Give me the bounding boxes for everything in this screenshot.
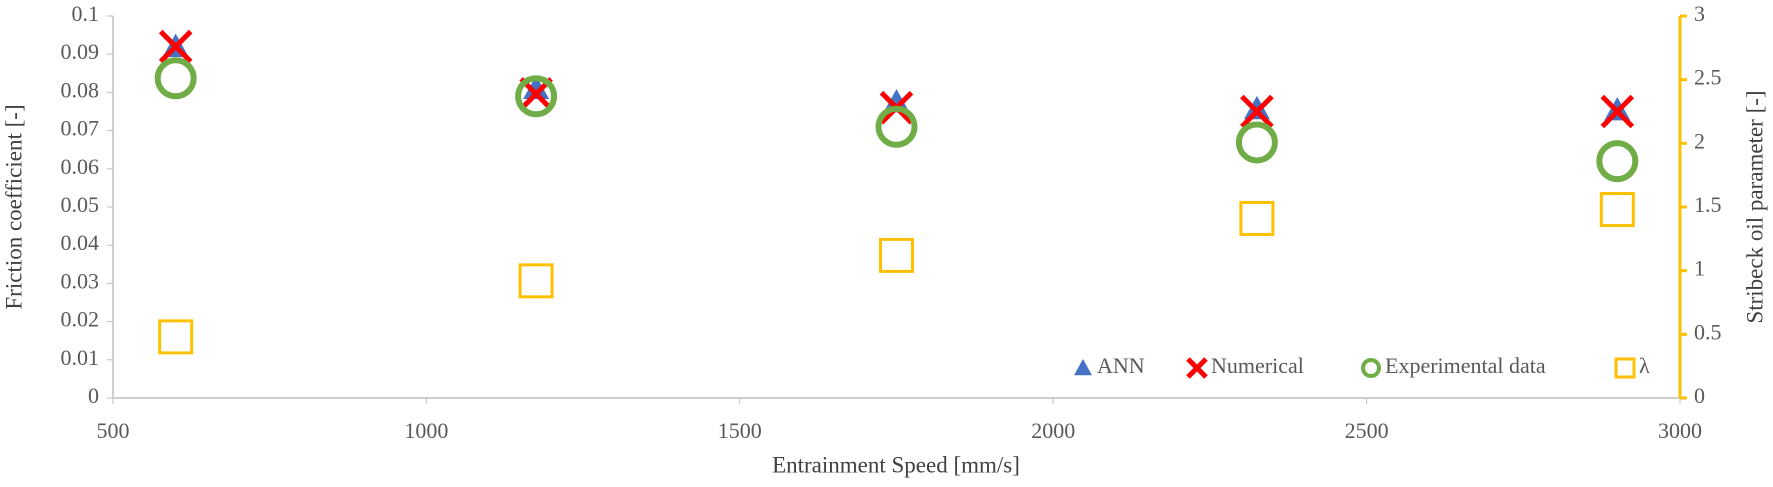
circle-marker	[515, 75, 558, 118]
triangle-marker	[1074, 359, 1092, 376]
y-tick-label: 0.07	[61, 116, 100, 141]
x-axis-title: Entrainment Speed [mm/s]	[772, 452, 1020, 477]
x-marker	[1600, 94, 1635, 129]
x-tick-label: 2500	[1345, 418, 1389, 443]
circle-marker	[1235, 121, 1278, 164]
y-tick-label: 0	[88, 383, 99, 408]
x-tick-label: 2000	[1031, 418, 1075, 443]
y2-tick-label: 1.5	[1694, 192, 1722, 217]
y-tick-label: 0.08	[61, 77, 100, 102]
y2-tick-label: 2.5	[1694, 65, 1722, 90]
circle-marker	[875, 105, 918, 148]
y2-tick-label: 2	[1694, 128, 1705, 153]
circle-marker	[1361, 358, 1381, 378]
y-tick-label: 0.05	[61, 192, 100, 217]
x-marker	[1240, 94, 1274, 129]
legend-label: Numerical	[1211, 353, 1304, 378]
legend-label: ANN	[1097, 353, 1145, 378]
y2-axis-title: Stribeck oil parameter [-]	[1742, 90, 1767, 323]
y-tick-label: 0.06	[61, 154, 100, 179]
x-tick-label: 1000	[404, 418, 448, 443]
y-tick-label: 0.03	[61, 268, 100, 293]
y-tick-label: 0.01	[61, 345, 100, 370]
legend-label: λ	[1639, 353, 1650, 378]
y-tick-label: 0.1	[72, 1, 100, 26]
legend-label: Experimental data	[1385, 353, 1546, 378]
square-marker	[1614, 357, 1636, 379]
circle-marker	[1596, 140, 1639, 183]
triangle-marker	[883, 88, 910, 113]
x-tick-label: 500	[97, 418, 130, 443]
y-axis-title: Friction coefficient [-]	[1, 104, 26, 309]
circle-marker	[154, 57, 197, 100]
y2-tick-label: 3	[1694, 1, 1705, 26]
square-marker	[1599, 192, 1635, 228]
triangle-marker	[1243, 95, 1270, 120]
y-tick-label: 0.04	[61, 230, 100, 255]
triangle-marker	[523, 75, 550, 99]
x-marker	[158, 29, 193, 64]
square-marker	[1239, 200, 1275, 236]
square-marker	[158, 319, 194, 355]
x-tick-label: 1500	[718, 418, 762, 443]
y2-tick-label: 0	[1694, 383, 1705, 408]
square-marker	[879, 237, 914, 273]
x-marker	[1186, 357, 1208, 379]
square-marker	[518, 263, 554, 299]
y-tick-label: 0.09	[61, 39, 100, 64]
x-tick-label: 3000	[1658, 418, 1702, 443]
y2-tick-label: 1	[1694, 256, 1705, 281]
y-tick-label: 0.02	[61, 307, 100, 332]
y2-tick-label: 0.5	[1694, 319, 1722, 344]
